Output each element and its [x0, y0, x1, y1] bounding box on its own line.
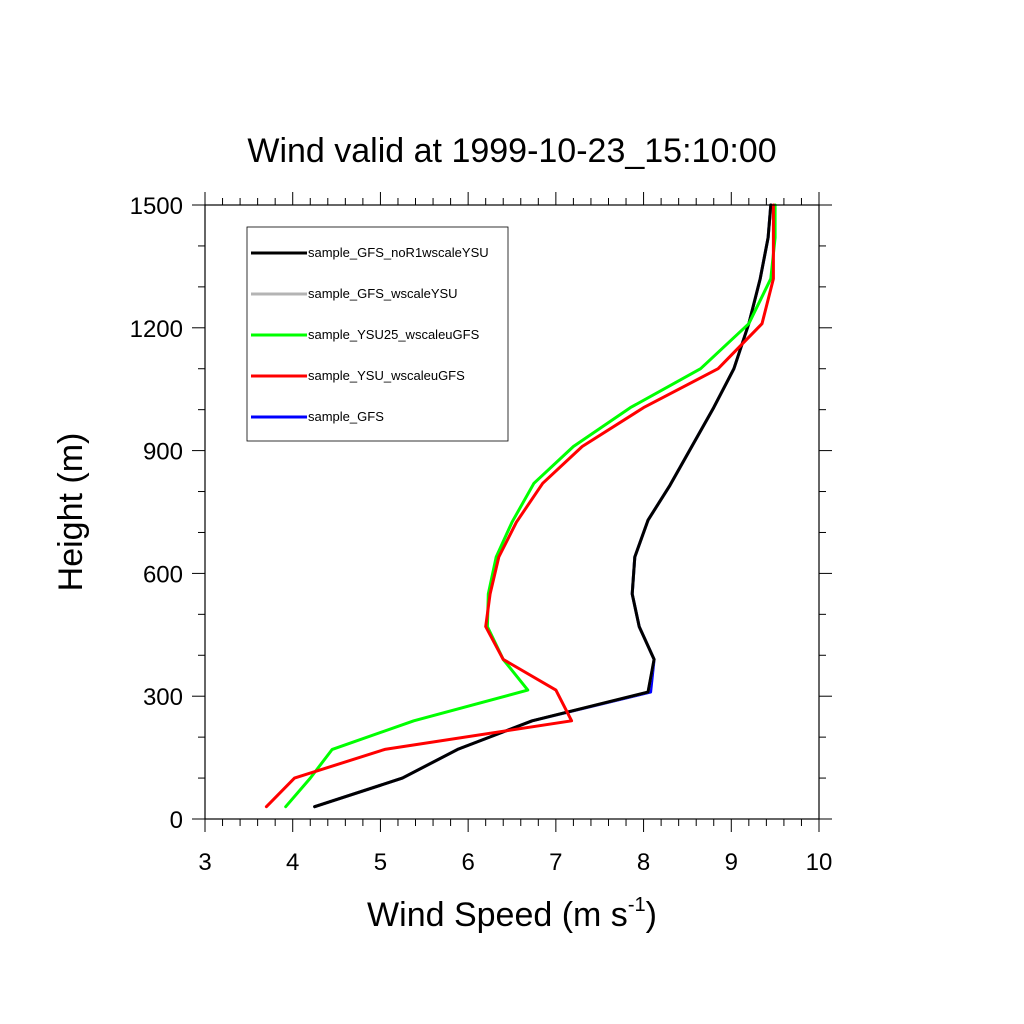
y-tick-label: 900	[143, 439, 183, 466]
y-tick-label: 300	[143, 684, 183, 711]
y-tick-label: 1500	[130, 193, 183, 220]
x-axis-title: Wind Speed (m s-1)	[367, 894, 657, 934]
series-line-2	[284, 203, 777, 809]
legend-label: sample_GFS	[308, 409, 384, 424]
x-tick-label: 9	[725, 849, 738, 876]
x-axis-title-main: Wind Speed (m s	[367, 896, 628, 934]
series-lines	[264, 203, 777, 809]
plot-frame	[204, 204, 820, 820]
y-tick-label: 1200	[130, 316, 183, 343]
x-axis-title-close: )	[646, 896, 657, 934]
legend-label: sample_GFS_noR1wscaleYSU	[308, 245, 489, 260]
y-axis-title: Height (m)	[52, 433, 90, 592]
legend-label: sample_YSU25_wscaleuGFS	[308, 327, 480, 342]
x-axis-title-superscript: -1	[628, 894, 646, 916]
x-tick-label: 4	[286, 849, 299, 876]
chart-title: Wind valid at 1999-10-23_15:10:00	[247, 132, 776, 170]
series-line-0	[313, 203, 773, 809]
x-tick-label: 6	[461, 849, 474, 876]
x-tick-label: 5	[374, 849, 387, 876]
x-tick-label: 7	[549, 849, 562, 876]
axis-ticks	[192, 192, 832, 832]
x-tick-label: 3	[198, 849, 211, 876]
x-tick-label: 8	[637, 849, 650, 876]
x-tick-label: 10	[806, 849, 833, 876]
legend: sample_GFS_noR1wscaleYSU sample_GFS_wscal…	[246, 226, 509, 442]
y-tick-label: 0	[170, 807, 183, 834]
tick-labels: 3 4 5 6 7 8 9 10 0 300 600 900 1200 1500	[130, 193, 833, 876]
legend-label: sample_YSU_wscaleuGFS	[308, 368, 465, 383]
y-tick-label: 600	[143, 561, 183, 588]
legend-label: sample_GFS_wscaleYSU	[308, 286, 458, 301]
series-line-3	[264, 203, 775, 809]
